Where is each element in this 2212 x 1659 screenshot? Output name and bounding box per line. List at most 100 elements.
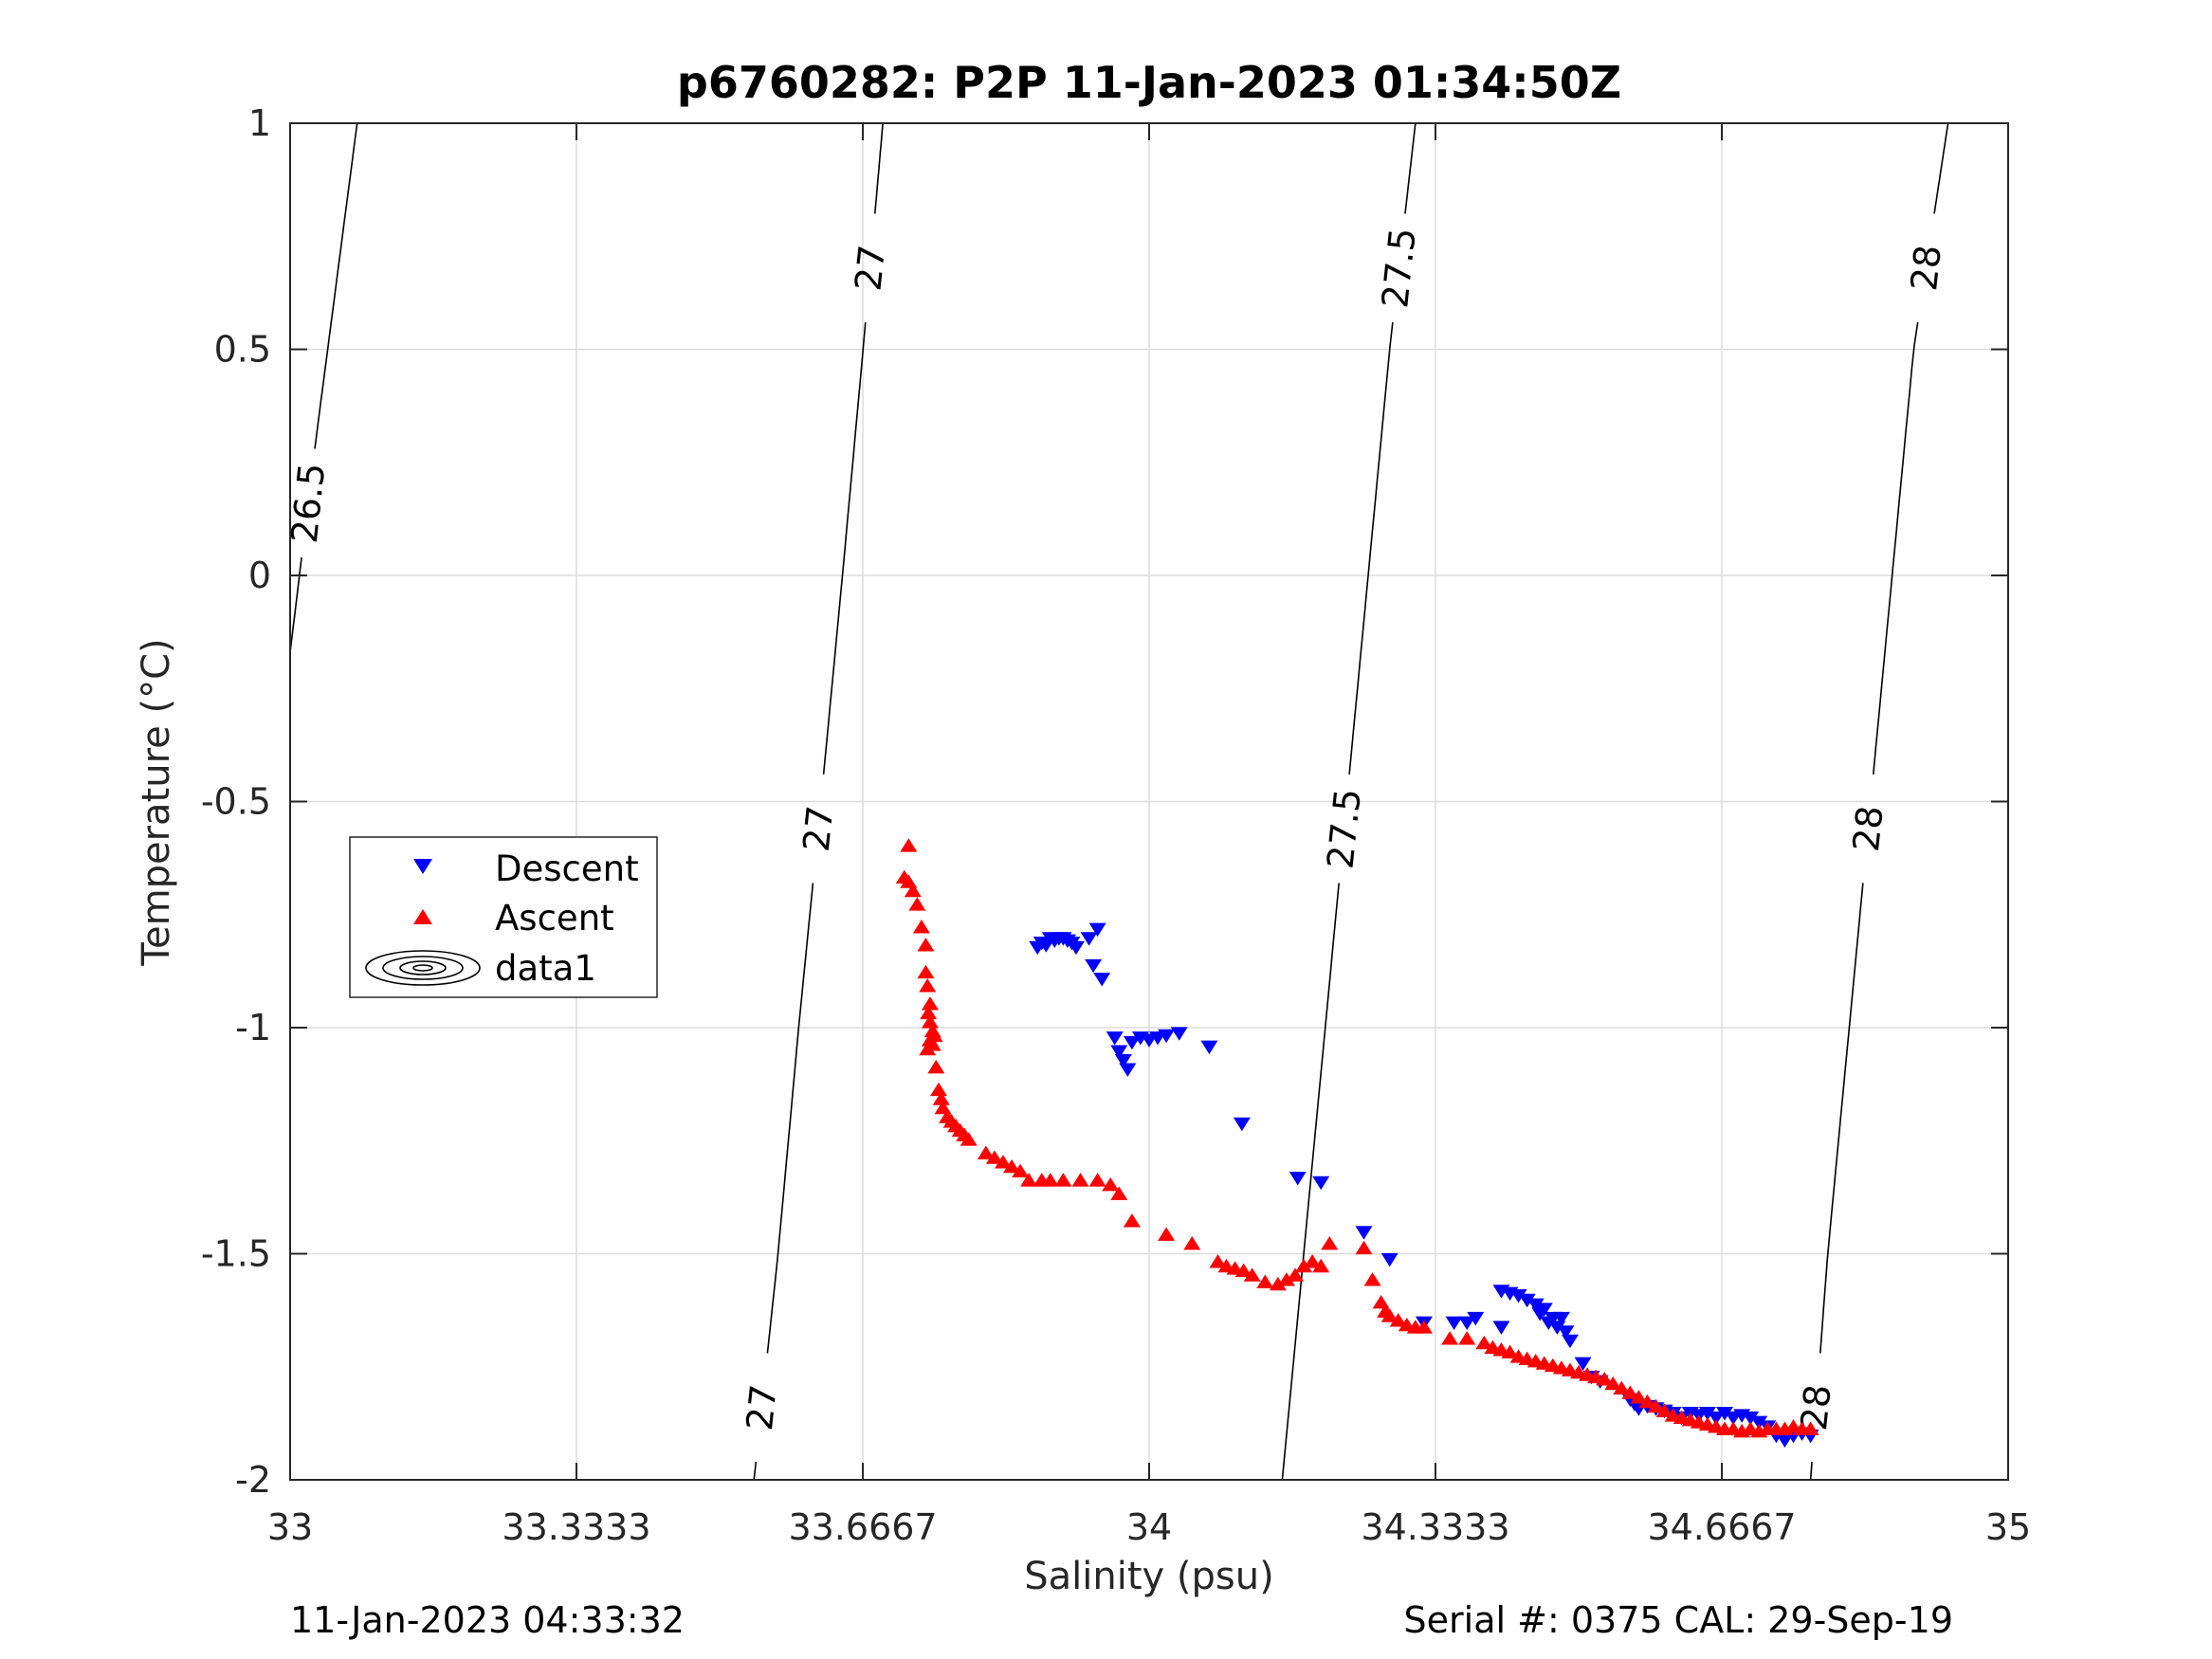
isopycnal-label: 27 — [739, 1382, 785, 1432]
x-axis-label: Salinity (psu) — [1024, 1555, 1273, 1598]
ascent-point — [1380, 1308, 1398, 1322]
ascent-point — [1243, 1267, 1261, 1282]
ascent-point — [927, 1059, 945, 1074]
ascent-point — [1638, 1394, 1656, 1409]
ascent-point — [1312, 1258, 1330, 1273]
isopycnal-line-27-5 — [1281, 883, 1340, 1481]
grid-lines — [290, 123, 2008, 1480]
ascent-point — [1604, 1376, 1622, 1391]
ascent-point — [1071, 1173, 1089, 1187]
ascent-point — [1123, 1213, 1141, 1228]
ascent-point — [921, 996, 939, 1011]
ascent-point — [1287, 1267, 1305, 1282]
descent-point — [1067, 940, 1085, 956]
footer-timestamp: 11-Jan-2023 04:33:32 — [290, 1599, 685, 1641]
descent-point — [1776, 1433, 1794, 1449]
legend-contour-icon — [365, 950, 481, 986]
isopycnal-label: 26.5 — [283, 461, 334, 545]
ascent-point — [921, 1014, 939, 1029]
descent-point — [1492, 1321, 1510, 1335]
ascent-point — [917, 938, 935, 952]
ascent-point — [920, 1005, 938, 1020]
legend-ascent-label: Ascent — [495, 898, 614, 939]
y-axis-ticks: 1 0.5 0 -0.5 -1 -1.5 -2 — [201, 102, 2008, 1501]
ascent-point — [1003, 1158, 1021, 1174]
ascent-point — [1277, 1272, 1295, 1286]
isopycnal-line-28 — [1809, 1461, 1813, 1481]
ascent-point — [1256, 1274, 1274, 1288]
ascent-point — [923, 1037, 941, 1051]
descent-point — [1085, 958, 1103, 974]
descent-point — [1110, 1045, 1128, 1059]
ascent-point — [1183, 1235, 1201, 1250]
x-tick-label: 34.3333 — [1361, 1506, 1509, 1548]
descent-point — [1114, 1053, 1132, 1068]
ascent-point — [900, 838, 918, 852]
y-tick-label: -2 — [235, 1459, 271, 1501]
descent-point — [1119, 1063, 1137, 1077]
isopycnal-line-27 — [822, 321, 867, 775]
isopycnal-line-26-5 — [289, 556, 302, 653]
y-tick-label: -1 — [235, 1007, 271, 1048]
isopycnal-line-27-5 — [1404, 122, 1417, 214]
ascent-point — [1655, 1403, 1673, 1417]
ascent-point — [1355, 1240, 1373, 1255]
ascent-point — [1458, 1331, 1476, 1345]
ascent-point — [1415, 1320, 1433, 1334]
isopycnal-label: 27 — [795, 804, 842, 854]
descent-point — [1574, 1357, 1592, 1371]
descent-point — [1158, 1029, 1176, 1044]
descent-point — [1698, 1407, 1716, 1421]
isopycnal-line-26-5 — [314, 122, 358, 449]
ascent-point — [1295, 1258, 1313, 1273]
ascent-point — [1012, 1163, 1030, 1178]
ascent-point — [1041, 1173, 1059, 1187]
descent-point — [1200, 1040, 1218, 1055]
ascent-series — [895, 838, 1819, 1438]
ascent-point — [1801, 1421, 1819, 1435]
y-tick-label: -1.5 — [201, 1233, 271, 1275]
x-axis-ticks: 33 33.3333 33.6667 34 34.3333 34.6667 35 — [267, 123, 2031, 1548]
x-tick-label: 35 — [1985, 1506, 2031, 1548]
descent-point — [1557, 1325, 1575, 1340]
ascent-point — [1110, 1186, 1128, 1200]
descent-point — [1518, 1293, 1536, 1308]
descent-point — [1526, 1298, 1545, 1312]
descent-point — [1355, 1226, 1373, 1240]
ascent-point — [1234, 1263, 1252, 1277]
descent-point — [1561, 1334, 1579, 1349]
ascent-point — [1613, 1380, 1631, 1395]
y-tick-label: 0.5 — [214, 329, 271, 371]
ascent-point — [1088, 1173, 1106, 1187]
x-tick-label: 33.6667 — [788, 1506, 937, 1548]
isopycnal-line-28 — [1819, 883, 1864, 1354]
isopycnal-line-27 — [753, 1461, 758, 1481]
descent-point — [1552, 1311, 1570, 1326]
y-tick-label: -0.5 — [201, 781, 271, 823]
y-tick-label: 0 — [248, 555, 271, 596]
isopycnal-line-27 — [874, 122, 884, 214]
descent-point — [1467, 1311, 1485, 1326]
ascent-point — [960, 1132, 978, 1146]
x-tick-label: 34.6667 — [1647, 1506, 1796, 1548]
ascent-point — [1621, 1385, 1639, 1399]
descent-point — [1289, 1172, 1307, 1186]
ascent-point — [930, 1082, 948, 1097]
x-tick-label: 33.3333 — [502, 1506, 650, 1548]
descent-point — [1445, 1316, 1463, 1331]
isopycnal-label: 28 — [1903, 243, 1949, 293]
legend-ascent-marker — [413, 909, 432, 924]
isopycnal-line-27 — [766, 883, 814, 1354]
ascent-point — [985, 1150, 1003, 1164]
ascent-point — [1441, 1331, 1459, 1345]
ascent-point — [1304, 1254, 1322, 1268]
y-axis-label: Temperature (°C) — [135, 638, 178, 966]
descent-point — [1716, 1407, 1734, 1421]
isopycnal-label: 27.5 — [1319, 787, 1369, 871]
x-tick-label: 34 — [1126, 1506, 1172, 1548]
ascent-point — [1389, 1313, 1407, 1327]
ascent-point — [1102, 1176, 1120, 1192]
isopycnal-line-27-5 — [1348, 321, 1394, 775]
